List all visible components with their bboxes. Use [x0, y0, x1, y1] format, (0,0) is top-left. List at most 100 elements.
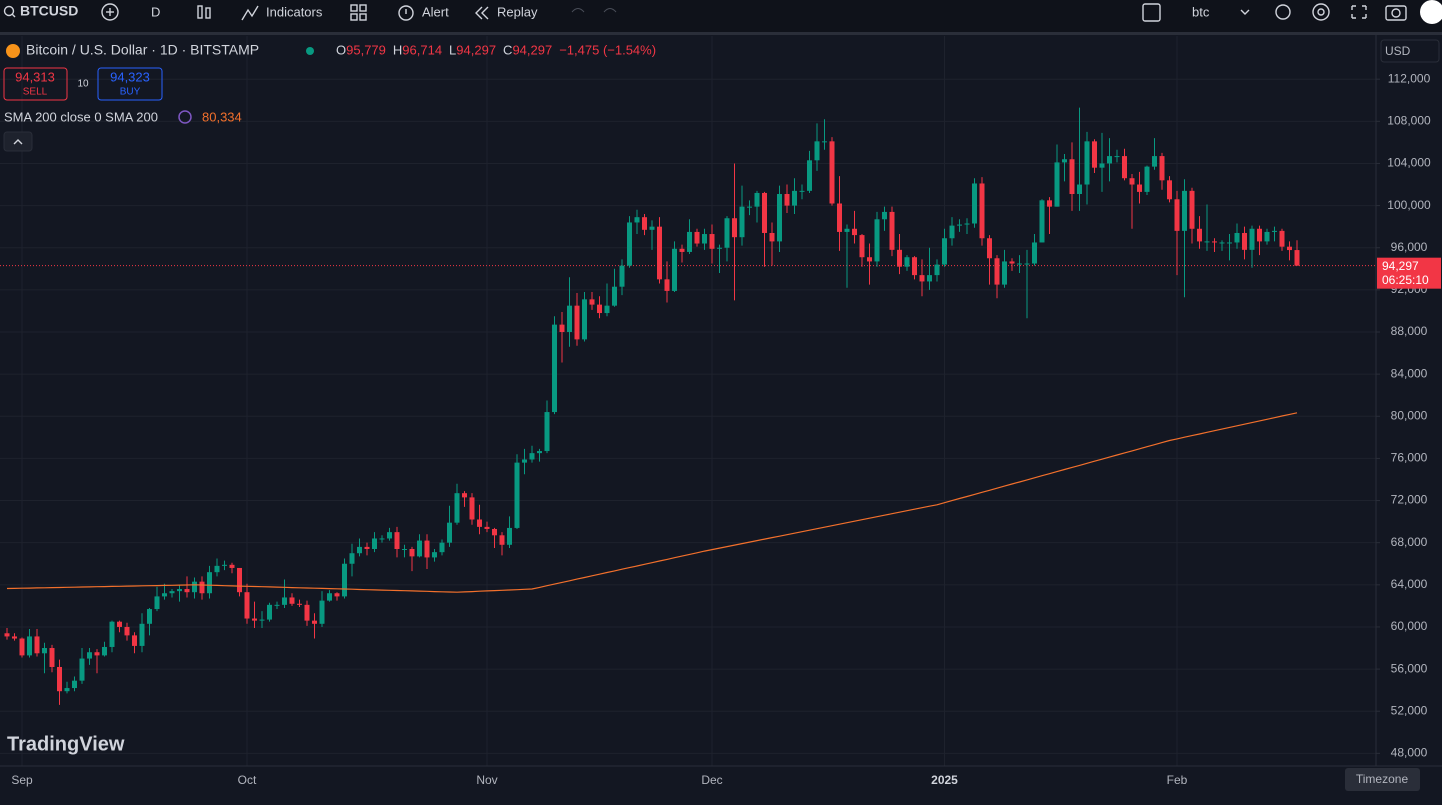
y-tick-label: 60,000 [1391, 619, 1428, 633]
candle-body [244, 592, 250, 619]
add-symbol[interactable] [101, 3, 119, 21]
candle-body [604, 305, 610, 314]
candle-body [342, 563, 347, 597]
candle-body [544, 412, 550, 452]
candle-body [229, 564, 235, 568]
ohlc-key: L [449, 42, 456, 57]
collapse-icon[interactable] [13, 139, 23, 145]
interval[interactable]: D [151, 4, 160, 19]
candle-body [1279, 230, 1285, 247]
y-tick-label: 56,000 [1391, 661, 1428, 675]
alert-label[interactable]: Alert [422, 4, 449, 19]
currency[interactable]: USD [1385, 44, 1411, 58]
x-tick-label: Sep [11, 773, 33, 787]
symbol[interactable]: BTCUSD [20, 3, 78, 19]
candle-body [199, 581, 205, 594]
candle-body [357, 546, 362, 554]
spread: 10 [77, 79, 89, 90]
candle-body [1039, 200, 1045, 243]
chart-type[interactable] [197, 5, 211, 19]
candle-body [109, 621, 115, 647]
candle-body [147, 609, 152, 624]
candle-body [42, 648, 47, 654]
sell-price[interactable]: 94,313 [15, 69, 55, 84]
ohlc-value: 94,297 [512, 42, 552, 57]
candle-body [642, 217, 647, 230]
candle-body [739, 206, 745, 238]
candle-body [1287, 246, 1292, 251]
candle-body [822, 141, 827, 143]
candle-body [957, 224, 962, 226]
alert-button[interactable]: Alert [398, 4, 449, 21]
profile-avatar[interactable] [1420, 0, 1442, 24]
y-tick-label: 104,000 [1387, 156, 1431, 170]
candle-body [4, 633, 10, 637]
candle-body [1242, 232, 1247, 250]
layouts[interactable] [350, 4, 367, 21]
toolbar-icons[interactable] [1275, 3, 1407, 21]
x-tick-label: Dec [701, 773, 722, 787]
candle-body [79, 658, 85, 681]
candle-body [1219, 242, 1225, 244]
candle-body [222, 564, 227, 566]
sell-label[interactable]: SELL [23, 87, 48, 98]
symbol-search[interactable]: BTCUSD [3, 3, 79, 19]
candle-body [259, 619, 265, 621]
search-field[interactable]: btc [1192, 4, 1210, 19]
timezone-button[interactable] [1345, 768, 1420, 791]
candle-body [64, 688, 70, 692]
indicators-button[interactable]: Indicators [241, 4, 323, 21]
candle-body [837, 203, 842, 232]
candle-body [72, 680, 77, 689]
replay-label[interactable]: Replay [497, 4, 538, 19]
candle-body [1249, 228, 1255, 250]
candle-body [829, 141, 835, 204]
x-tick-label: 2025 [931, 773, 958, 787]
fullscreen-toggle[interactable] [1142, 3, 1161, 22]
candle-body [724, 218, 730, 248]
candle-body [972, 183, 977, 224]
candle-body [1099, 163, 1105, 168]
candle-body [589, 299, 595, 305]
replay-button[interactable]: Replay [475, 4, 538, 20]
ohlc-value: 94,297 [456, 42, 496, 57]
y-tick-label: 80,000 [1391, 408, 1428, 422]
indicators-label[interactable]: Indicators [266, 4, 323, 19]
y-tick-label: 72,000 [1391, 493, 1428, 507]
candle-body [387, 532, 392, 539]
candle-body [87, 652, 92, 659]
candle-body [139, 623, 145, 646]
candle-body [334, 593, 340, 597]
candle-body [124, 626, 130, 636]
candle-body [1197, 228, 1202, 242]
candle-body [477, 519, 482, 527]
y-tick-label: 100,000 [1387, 198, 1431, 212]
candle-body [19, 638, 25, 656]
collapse-legend[interactable] [3, 131, 33, 152]
ohlc-legend: O 95,779 H 96,714 L 94,297 C 94,297 [336, 42, 552, 57]
currency-select[interactable] [1380, 39, 1440, 63]
candle-body [679, 248, 685, 252]
candle-body [417, 540, 422, 557]
timezone[interactable]: Timezone [1356, 772, 1409, 786]
ohlc-value: 96,714 [402, 42, 442, 57]
candle-body [567, 305, 572, 333]
candle-body [492, 528, 497, 536]
buy-label[interactable]: BUY [120, 87, 141, 98]
candle-body [529, 453, 535, 460]
candle-body [1144, 166, 1150, 192]
candle-body [619, 265, 625, 287]
candle-body [762, 192, 767, 233]
undo-redo[interactable] [571, 8, 617, 13]
candle-body [687, 231, 692, 252]
candle-body [664, 279, 670, 291]
candle-body [12, 636, 17, 639]
sell-button[interactable] [3, 67, 68, 101]
candle-body [462, 493, 467, 498]
buy-price[interactable]: 94,323 [110, 69, 150, 84]
candle-body [799, 190, 805, 192]
buy-button[interactable] [97, 67, 163, 101]
candle-body [1054, 162, 1060, 207]
search-dropdown[interactable] [1240, 9, 1250, 15]
